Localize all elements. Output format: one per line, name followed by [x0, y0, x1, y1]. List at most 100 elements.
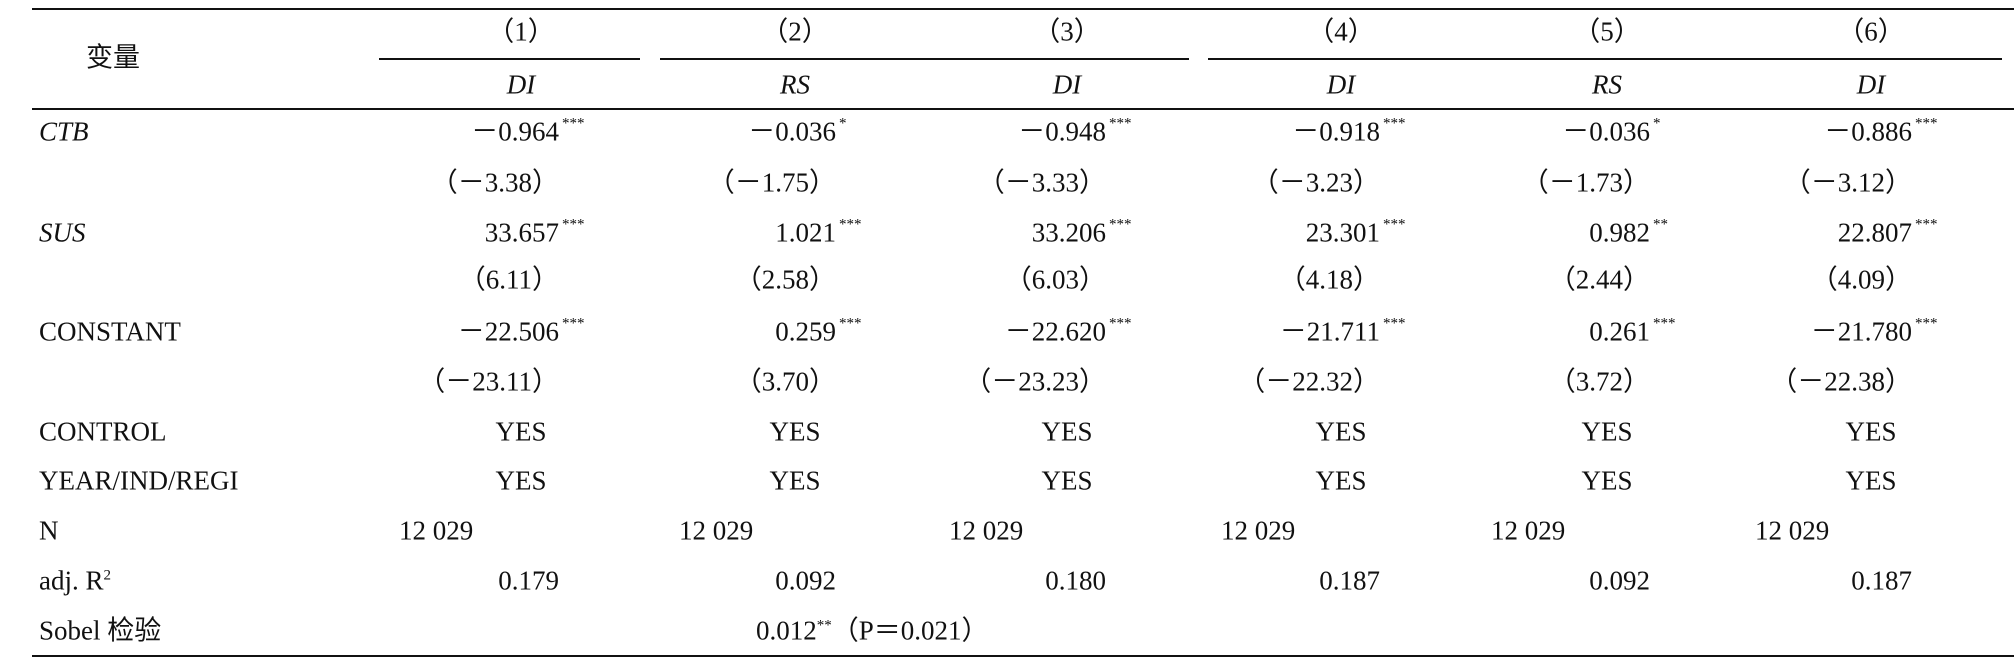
cell: －0.948 [1018, 116, 1106, 147]
cell: 12 029 [399, 515, 474, 546]
column-number: （2） [761, 16, 829, 47]
cell: YES [1041, 416, 1093, 447]
cell: （－1.73） [1521, 167, 1650, 198]
significance: *** [1383, 115, 1406, 132]
significance: *** [1653, 315, 1676, 332]
group-rule [379, 58, 640, 60]
significance: 2 [103, 567, 112, 584]
cell: （－3.12） [1783, 167, 1912, 198]
significance: *** [839, 216, 862, 233]
cell: －0.918 [1292, 116, 1380, 147]
significance: *** [562, 115, 585, 132]
cell: 0.261 [1589, 316, 1650, 347]
dependent-variable: RS [1592, 69, 1622, 100]
cell: －22.506 [457, 316, 559, 347]
cell: （－23.11） [418, 366, 559, 397]
cell: 0.187 [1851, 565, 1912, 596]
cell: YES [769, 465, 821, 496]
row-label: Sobel 检验 [39, 615, 162, 646]
cell: 33.657 [484, 217, 559, 248]
cell: YES [495, 416, 547, 447]
cell: 0.259 [775, 316, 836, 347]
dependent-variable: DI [1052, 69, 1082, 100]
significance: ** [816, 617, 832, 634]
cell: YES [769, 416, 821, 447]
cell: －0.886 [1824, 116, 1912, 147]
cell: YES [1315, 465, 1367, 496]
cell: －21.780 [1810, 316, 1912, 347]
significance: *** [1915, 216, 1938, 233]
dependent-variable: RS [780, 69, 810, 100]
row-label: YEAR/IND/REGI [39, 465, 239, 496]
cell: －0.036 [1562, 116, 1650, 147]
cell: （6.11） [458, 264, 559, 295]
cell: （－23.23） [964, 366, 1106, 397]
cell: （6.03） [1004, 264, 1106, 295]
cell: （4.09） [1810, 264, 1912, 295]
row-label: CTB [39, 116, 89, 147]
dependent-variable: DI [1856, 69, 1886, 100]
significance: * [1653, 115, 1661, 132]
top-rule [32, 8, 2014, 10]
cell: YES [1581, 465, 1633, 496]
significance: *** [562, 315, 585, 332]
cell: 0.180 [1045, 565, 1106, 596]
significance: *** [1109, 315, 1132, 332]
cell: YES [1845, 465, 1897, 496]
cell: YES [1581, 416, 1633, 447]
cell: （4.18） [1278, 264, 1380, 295]
cell: －21.711 [1279, 316, 1380, 347]
variable-header: 变量 [86, 42, 140, 73]
cell: 12 029 [1755, 515, 1830, 546]
cell: （－22.32） [1238, 366, 1380, 397]
cell: YES [1315, 416, 1367, 447]
cell: （2.58） [734, 264, 836, 295]
significance: *** [1383, 315, 1406, 332]
column-number: （4） [1307, 16, 1375, 47]
cell: 1.021 [775, 217, 836, 248]
column-number: （5） [1573, 16, 1641, 47]
cell: （－3.23） [1251, 167, 1380, 198]
cell: 22.807 [1837, 217, 1912, 248]
cell: 0.092 [1589, 565, 1650, 596]
cell: 12 029 [949, 515, 1024, 546]
cell: （3.72） [1548, 366, 1650, 397]
cell: 33.206 [1031, 217, 1106, 248]
significance: *** [1915, 315, 1938, 332]
column-number: （6） [1837, 16, 1905, 47]
header-rule [32, 108, 2014, 110]
dependent-variable: DI [1326, 69, 1356, 100]
significance: *** [1383, 216, 1406, 233]
cell: 0.092 [775, 565, 836, 596]
bottom-rule [32, 655, 2014, 657]
cell: （－22.38） [1770, 366, 1912, 397]
column-number: （3） [1033, 16, 1101, 47]
significance: * [839, 115, 847, 132]
cell: 0.982 [1589, 217, 1650, 248]
group-rule [1208, 58, 2002, 60]
column-number: （1） [487, 16, 555, 47]
cell: 12 029 [1221, 515, 1296, 546]
cell: （－3.33） [977, 167, 1106, 198]
dependent-variable: DI [506, 69, 536, 100]
sobel-note: （P＝0.021） [831, 615, 989, 646]
cell: 12 029 [679, 515, 754, 546]
cell: YES [1845, 416, 1897, 447]
sobel-value: 0.012**（P＝0.021） [756, 615, 989, 646]
cell: 23.301 [1305, 217, 1380, 248]
row-label: CONTROL [39, 416, 167, 447]
significance: ** [1653, 216, 1668, 233]
row-label: N [39, 515, 59, 546]
significance: *** [839, 315, 862, 332]
cell: 0.179 [498, 565, 559, 596]
row-label: CONSTANT [39, 316, 181, 347]
cell: 12 029 [1491, 515, 1566, 546]
cell: YES [495, 465, 547, 496]
significance: *** [562, 216, 585, 233]
cell: （－3.38） [430, 167, 559, 198]
cell: 0.187 [1319, 565, 1380, 596]
cell: YES [1041, 465, 1093, 496]
cell: （2.44） [1548, 264, 1650, 295]
significance: *** [1109, 115, 1132, 132]
